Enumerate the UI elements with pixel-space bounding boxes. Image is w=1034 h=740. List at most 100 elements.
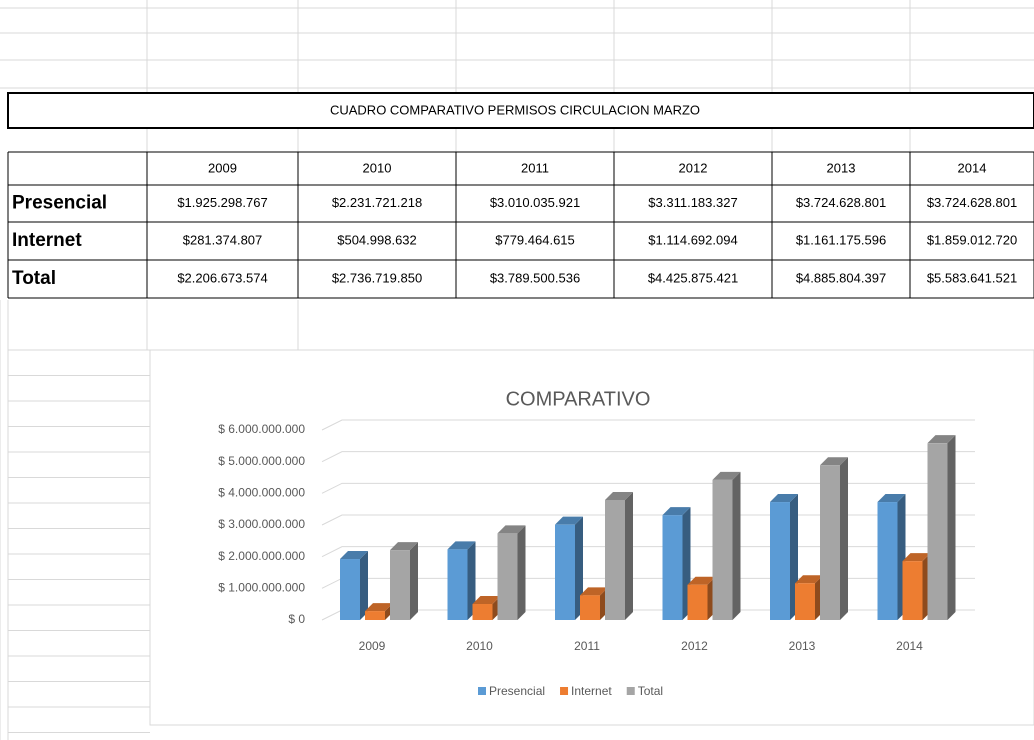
bar-side <box>625 491 633 620</box>
bar-side <box>575 516 583 620</box>
bar-top <box>927 435 956 444</box>
bar <box>497 533 518 620</box>
bar-side <box>732 471 741 620</box>
grid-line <box>321 546 975 558</box>
grid-line <box>321 419 975 431</box>
x-tick-label: 2009 <box>359 639 386 653</box>
bar <box>795 583 815 620</box>
bar <box>927 443 948 620</box>
bar <box>447 549 468 620</box>
bar-top <box>390 542 418 551</box>
table-cell: $3.010.035.921 <box>490 195 580 210</box>
x-tick-label: 2010 <box>466 639 493 653</box>
row-label: Presencial <box>12 193 107 214</box>
y-tick-label: $ 1.000.000.000 <box>218 581 305 595</box>
bar <box>555 524 575 620</box>
y-tick-label: $ 4.000.000.000 <box>218 486 305 500</box>
table-cell: $2.231.721.218 <box>332 195 422 210</box>
x-tick-label: 2014 <box>896 639 923 653</box>
bar-top <box>770 494 798 503</box>
legend-swatch <box>560 687 569 695</box>
row-label: Total <box>12 268 56 289</box>
bar-top <box>687 576 716 585</box>
bar-top <box>877 494 906 503</box>
table-cell: $1.114.692.094 <box>648 232 737 247</box>
bar-top <box>555 516 583 525</box>
column-header: 2014 <box>958 160 987 175</box>
bar <box>472 604 493 620</box>
column-header: 2010 <box>363 160 392 175</box>
table-cell: $3.311.183.327 <box>648 195 737 210</box>
x-tick-label: 2011 <box>574 639 600 653</box>
y-tick-label: $ 0 <box>288 612 305 626</box>
table-cell: $4.885.804.397 <box>796 270 886 285</box>
bar-side <box>947 435 956 620</box>
grid-line <box>321 482 975 494</box>
bar-top <box>662 507 691 516</box>
table-cell: $2.206.673.574 <box>177 270 267 285</box>
bar-top <box>795 575 823 584</box>
grid-line <box>321 451 975 463</box>
bar-side <box>840 457 848 620</box>
column-header: 2012 <box>679 160 708 175</box>
y-tick-label: $ 5.000.000.000 <box>218 454 305 468</box>
bar <box>365 611 385 620</box>
table-cell: $281.374.807 <box>183 232 263 247</box>
bar <box>712 479 733 620</box>
bar-top <box>497 525 526 534</box>
bar-top <box>580 587 608 596</box>
legend-label: Total <box>638 684 663 698</box>
legend-label: Internet <box>571 684 612 698</box>
bar-top <box>605 491 633 500</box>
bar <box>687 584 708 620</box>
table-cell: $504.998.632 <box>337 232 417 247</box>
bar <box>340 559 360 620</box>
bar <box>770 502 790 620</box>
bar <box>820 465 840 620</box>
table-cell: $1.161.175.596 <box>796 232 886 247</box>
table-cell: $2.736.719.850 <box>332 270 422 285</box>
table-cell: $3.789.500.536 <box>490 270 580 285</box>
title-cell <box>7 92 1034 129</box>
table-cell: $3.724.628.801 <box>796 195 886 210</box>
bar <box>902 561 923 620</box>
bar <box>390 550 410 620</box>
bar-top <box>820 457 848 466</box>
bar-top <box>340 551 368 560</box>
x-tick-label: 2013 <box>789 639 816 653</box>
bar <box>877 502 898 620</box>
bar-top <box>472 596 501 605</box>
bar-top <box>447 541 476 550</box>
column-header: 2011 <box>521 160 549 175</box>
table-cell: $5.583.641.521 <box>927 270 1017 285</box>
bar-top <box>902 553 931 562</box>
column-header: 2013 <box>827 160 856 175</box>
bar-side <box>467 541 476 620</box>
bar-side <box>517 525 526 620</box>
table-cell: $1.859.012.720 <box>927 232 1017 247</box>
y-tick-label: $ 3.000.000.000 <box>218 517 305 531</box>
bar <box>605 499 625 620</box>
table-cell: $779.464.615 <box>495 232 575 247</box>
table-cell: $4.425.875.421 <box>648 270 738 285</box>
y-tick-label: $ 2.000.000.000 <box>218 549 305 563</box>
x-tick-label: 2012 <box>681 639 708 653</box>
legend-swatch <box>626 687 635 695</box>
y-tick-label: $ 6.000.000.000 <box>218 422 305 436</box>
row-label: Internet <box>12 230 82 251</box>
legend-swatch <box>478 687 486 695</box>
bar-top <box>365 603 393 612</box>
table-cell: $3.724.628.801 <box>927 195 1017 210</box>
bar <box>580 595 600 620</box>
table-title: CUADRO COMPARATIVO PERMISOS CIRCULACION … <box>330 102 700 117</box>
bar-side <box>410 542 418 620</box>
grid-line <box>321 514 975 526</box>
bar-top <box>712 471 741 480</box>
table-cell: $1.925.298.767 <box>177 195 267 210</box>
legend-label: Presencial <box>489 684 545 698</box>
bar-side <box>360 551 368 620</box>
bar <box>662 515 683 620</box>
chart-title: COMPARATIVO <box>506 388 651 410</box>
column-header: 2009 <box>208 160 237 175</box>
